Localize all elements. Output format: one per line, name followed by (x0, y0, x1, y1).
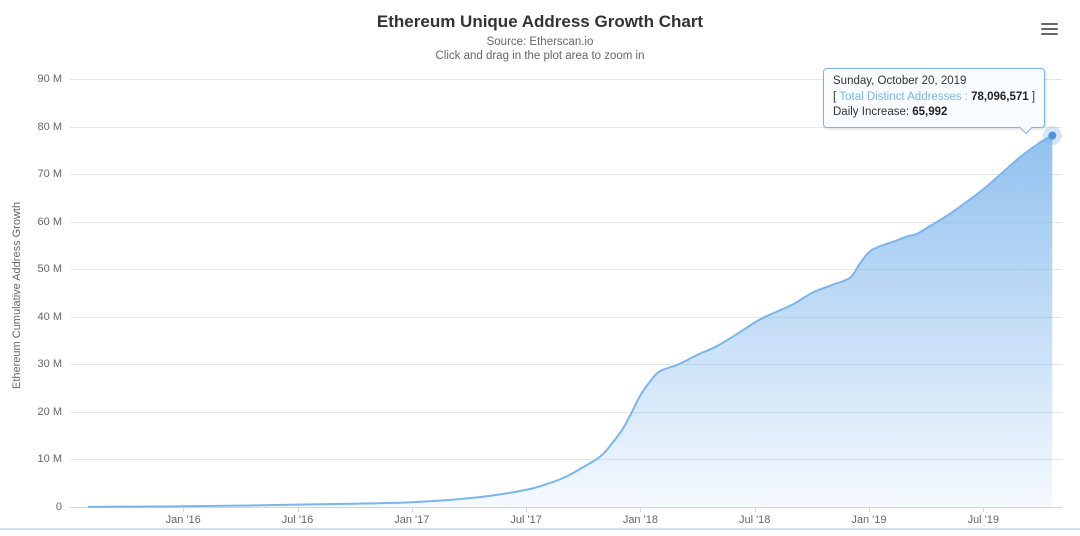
y-axis-tick-label: 60 M (37, 215, 62, 228)
x-axis-tick-label: Jan '17 (394, 514, 430, 526)
tooltip-series-line: [ Total Distinct Addresses : 78,096,571 … (833, 90, 1036, 103)
x-axis-tick (640, 507, 642, 512)
gridline (70, 269, 1062, 271)
y-axis-tick-label: 0 (55, 501, 62, 513)
y-axis-tick-label: 70 M (37, 168, 62, 181)
x-axis-tick (297, 507, 299, 512)
tooltip: Sunday, October 20, 2019 [ Total Distinc… (823, 68, 1046, 135)
y-axis-tick-label: 50 M (37, 263, 62, 276)
chart-subtitle-source: Source: Etherscan.io (486, 36, 594, 48)
y-axis-tick-label: 90 M (37, 73, 62, 85)
x-axis-tick (869, 507, 870, 512)
chart-subtitle-hint: Click and drag in the plot area to zoom … (435, 50, 645, 62)
tooltip-series-value: 78,096,571 (971, 90, 1029, 103)
series-point-marker[interactable] (1048, 131, 1057, 140)
chart-title: Ethereum Unique Address Growth Chart (376, 12, 704, 31)
gridline (70, 79, 1062, 80)
x-axis-tick (754, 507, 756, 512)
gridline (70, 126, 1062, 128)
gridline (70, 221, 1062, 223)
y-axis-tick-label: 30 M (37, 358, 62, 371)
y-axis-tick-label: 20 M (37, 405, 62, 418)
y-axis-tick-label: 10 M (37, 453, 62, 466)
x-axis-tick (983, 507, 985, 512)
tooltip-daily-value: 65,992 (912, 106, 948, 118)
x-axis-tick-label: Jan '16 (165, 514, 201, 526)
gridline (70, 364, 1062, 366)
x-axis-tick-label: Jul '17 (510, 514, 542, 526)
gridline (70, 316, 1062, 318)
gridline (70, 459, 1062, 461)
x-axis-tick-label: Jul '16 (281, 514, 314, 526)
tooltip-series-label: Total Distinct Addresses (839, 90, 962, 103)
gridline (70, 174, 1062, 176)
area-series-line (87, 134, 1053, 508)
bottom-divider (0, 528, 1080, 530)
gridline (70, 411, 1062, 413)
area-series-fill (87, 135, 1053, 507)
x-axis-tick (526, 507, 528, 512)
x-axis-tick (411, 507, 413, 512)
y-axis-tick-label: 40 M (37, 310, 62, 323)
x-axis-tick (183, 507, 185, 512)
x-axis-tick-label: Jan '19 (851, 514, 887, 526)
x-axis-line (70, 507, 1062, 508)
x-axis-tick-label: Jan '18 (622, 514, 658, 526)
context-menu-button[interactable] (1034, 15, 1064, 43)
x-axis-tick-label: Jul '19 (967, 514, 1000, 526)
y-axis-tick-label: 80 M (37, 120, 62, 133)
x-axis-tick-label: Jul '18 (738, 514, 771, 526)
tooltip-date: Sunday, October 20, 2019 (833, 75, 967, 87)
tooltip-daily-line: Daily Increase: 65,992 (833, 106, 948, 118)
